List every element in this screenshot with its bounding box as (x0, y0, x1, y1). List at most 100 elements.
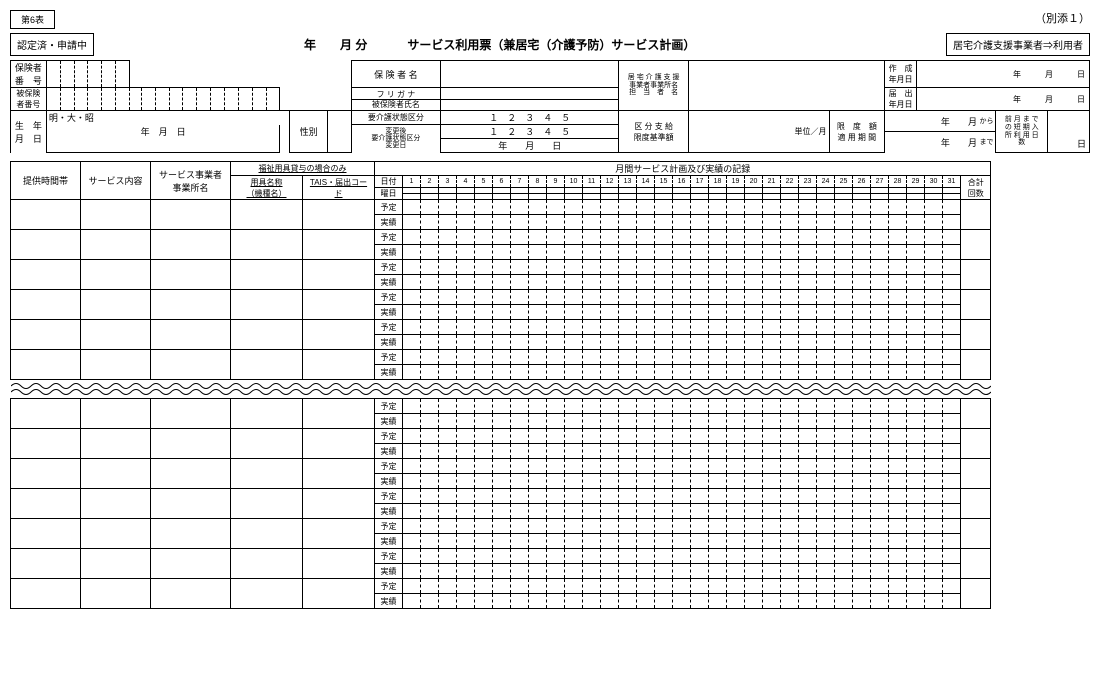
total-cell[interactable] (961, 399, 991, 429)
attachment-label: （別添１） (1035, 10, 1090, 26)
insured-no-label: 被保険 者番号 (11, 88, 47, 111)
total-cell[interactable] (961, 290, 991, 320)
tool-name-cell[interactable] (231, 350, 303, 380)
service-office-cell[interactable] (151, 290, 231, 320)
day-29: 29 (907, 176, 925, 188)
day-16: 16 (673, 176, 691, 188)
time-band-cell[interactable] (11, 489, 81, 519)
service-content-cell[interactable] (81, 200, 151, 230)
actual-label: 実績 (375, 504, 403, 519)
service-office-cell[interactable] (151, 549, 231, 579)
service-content-cell[interactable] (81, 489, 151, 519)
tais-code-cell[interactable] (303, 579, 375, 609)
service-office-cell[interactable] (151, 200, 231, 230)
tais-code-cell[interactable] (303, 230, 375, 260)
tais-code-cell[interactable] (303, 399, 375, 429)
day-6: 6 (493, 176, 511, 188)
service-content-cell[interactable] (81, 549, 151, 579)
tool-name-cell[interactable] (231, 459, 303, 489)
time-band-cell[interactable] (11, 200, 81, 230)
time-band-cell[interactable] (11, 350, 81, 380)
plan-label: 予定 (375, 350, 403, 365)
service-office-cell[interactable] (151, 350, 231, 380)
service-content-cell[interactable] (81, 579, 151, 609)
tais-code-cell[interactable] (303, 350, 375, 380)
time-band-cell[interactable] (11, 579, 81, 609)
tool-name-cell[interactable] (231, 579, 303, 609)
tais-code-cell[interactable] (303, 519, 375, 549)
total-cell[interactable] (961, 429, 991, 459)
from-year: 年 (941, 115, 950, 128)
total-cell[interactable] (961, 579, 991, 609)
service-content-cell[interactable] (81, 350, 151, 380)
total-cell[interactable] (961, 260, 991, 290)
total-cell[interactable] (961, 200, 991, 230)
service-content-cell[interactable] (81, 459, 151, 489)
total-cell[interactable] (961, 230, 991, 260)
total-cell[interactable] (961, 519, 991, 549)
service-content-cell[interactable] (81, 260, 151, 290)
tais-code-cell[interactable] (303, 549, 375, 579)
tais-code-cell[interactable] (303, 290, 375, 320)
tool-name-cell[interactable] (231, 290, 303, 320)
tool-name-cell[interactable] (231, 519, 303, 549)
service-content-cell[interactable] (81, 399, 151, 429)
day-26: 26 (853, 176, 871, 188)
tool-name-cell[interactable] (231, 320, 303, 350)
service-office-cell[interactable] (151, 429, 231, 459)
service-office-cell[interactable] (151, 519, 231, 549)
tais-code-cell[interactable] (303, 200, 375, 230)
day-10: 10 (565, 176, 583, 188)
total-cell[interactable] (961, 549, 991, 579)
day-1: 1 (403, 176, 421, 188)
day-15: 15 (655, 176, 673, 188)
day-30: 30 (925, 176, 943, 188)
tool-name-cell[interactable] (231, 260, 303, 290)
plan-label: 予定 (375, 489, 403, 504)
tais-code-cell[interactable] (303, 429, 375, 459)
time-band-cell[interactable] (11, 429, 81, 459)
service-office-cell[interactable] (151, 320, 231, 350)
service-office-cell[interactable] (151, 260, 231, 290)
total-cell[interactable] (961, 459, 991, 489)
day-23: 23 (799, 176, 817, 188)
service-content-cell[interactable] (81, 230, 151, 260)
time-band-cell[interactable] (11, 260, 81, 290)
time-band-header: 提供時間帯 (11, 162, 81, 200)
actual-label: 実績 (375, 594, 403, 609)
time-band-cell[interactable] (11, 290, 81, 320)
time-band-cell[interactable] (11, 549, 81, 579)
tais-code-cell[interactable] (303, 459, 375, 489)
service-content-cell[interactable] (81, 290, 151, 320)
service-office-cell[interactable] (151, 489, 231, 519)
tool-name-cell[interactable] (231, 230, 303, 260)
total-cell[interactable] (961, 489, 991, 519)
service-office-cell[interactable] (151, 459, 231, 489)
tais-code-cell[interactable] (303, 260, 375, 290)
birth-label: 生 年 月 日 (11, 111, 47, 153)
total-cell[interactable] (961, 350, 991, 380)
tool-name-cell[interactable] (231, 200, 303, 230)
time-band-cell[interactable] (11, 230, 81, 260)
time-band-cell[interactable] (11, 519, 81, 549)
total-cell[interactable] (961, 320, 991, 350)
time-band-cell[interactable] (11, 320, 81, 350)
tais-code-cell[interactable] (303, 320, 375, 350)
day-13: 13 (619, 176, 637, 188)
tais-code-cell[interactable] (303, 489, 375, 519)
insured-name-label: 被保険者氏名 (352, 100, 440, 109)
service-content-cell[interactable] (81, 519, 151, 549)
time-band-cell[interactable] (11, 459, 81, 489)
tool-name-cell[interactable] (231, 549, 303, 579)
from-suffix: から (979, 116, 993, 126)
service-content-cell[interactable] (81, 320, 151, 350)
tool-name-cell[interactable] (231, 399, 303, 429)
tool-name-cell[interactable] (231, 489, 303, 519)
service-content-cell[interactable] (81, 429, 151, 459)
tool-name-cell[interactable] (231, 429, 303, 459)
service-office-cell[interactable] (151, 579, 231, 609)
service-office-cell[interactable] (151, 230, 231, 260)
plan-label: 予定 (375, 459, 403, 474)
service-office-cell[interactable] (151, 399, 231, 429)
time-band-cell[interactable] (11, 399, 81, 429)
